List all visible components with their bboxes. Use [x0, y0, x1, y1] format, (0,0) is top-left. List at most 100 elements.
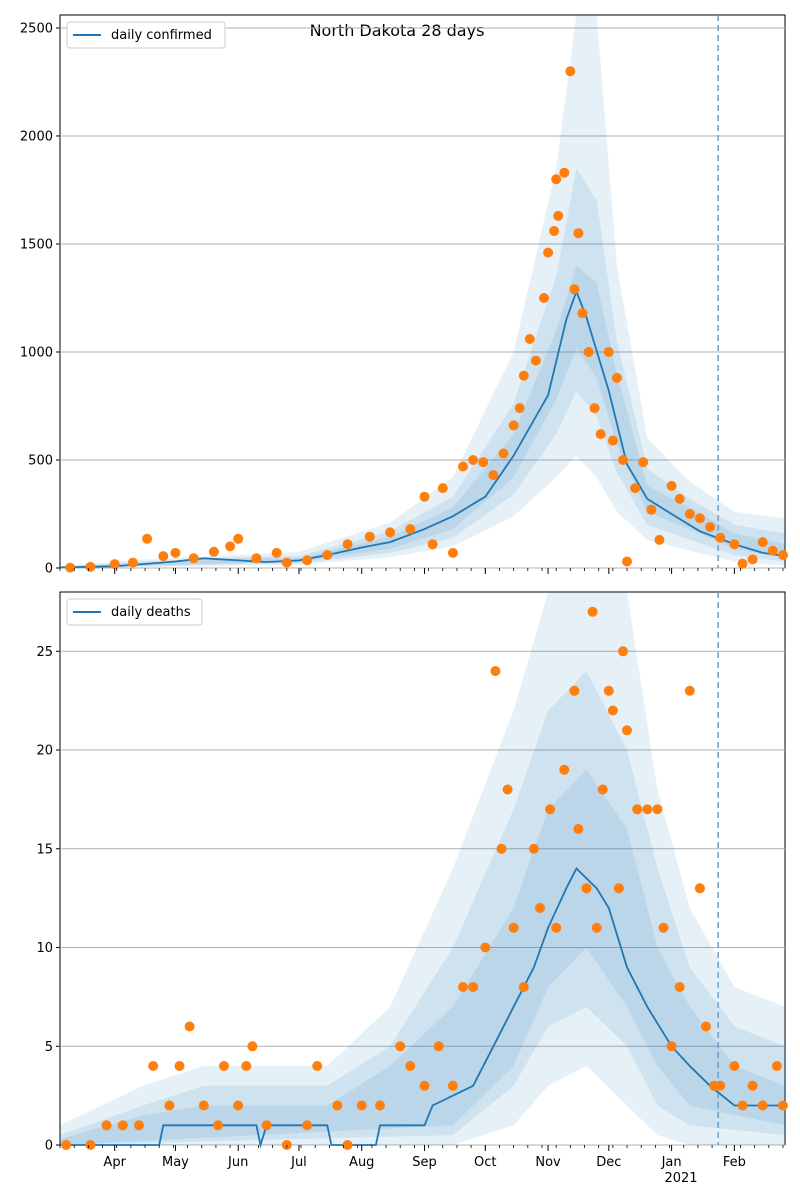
data-point: [488, 470, 499, 481]
data-point: [502, 784, 513, 795]
data-point: [530, 355, 541, 366]
chart-title: North Dakota 28 days: [310, 21, 485, 40]
data-point: [573, 228, 584, 239]
data-point: [514, 403, 525, 414]
deaths-line: [60, 867, 785, 1149]
y-tick-label: 15: [36, 842, 53, 857]
confidence-band: [60, 592, 785, 1145]
confirmed-legend: daily confirmed: [66, 21, 226, 49]
deaths-legend-box: [66, 598, 203, 626]
y-tick-label: 0: [45, 1139, 53, 1154]
year-sublabel: 2021: [664, 1171, 697, 1186]
data-point: [528, 843, 539, 854]
data-point: [658, 922, 669, 933]
data-point: [539, 293, 549, 303]
data-point: [134, 1120, 144, 1131]
data-point: [458, 982, 468, 992]
data-point: [508, 420, 519, 431]
data-point: [595, 429, 606, 440]
data-point: [577, 308, 588, 319]
data-point: [322, 550, 333, 560]
y-tick-label: 0: [45, 562, 53, 577]
confirmed-panel: 0 500 1000 1500 2000 2500 daily confirmed: [20, 14, 788, 577]
data-point: [543, 247, 554, 258]
data-point: [767, 545, 778, 556]
data-point: [646, 504, 657, 515]
data-point: [261, 1120, 272, 1131]
data-point: [638, 457, 649, 468]
confidence-band: [60, 168, 785, 568]
data-point: [164, 1100, 175, 1111]
data-point: [447, 547, 458, 558]
y-tick-label: 2000: [20, 129, 53, 144]
data-point: [496, 843, 507, 854]
data-point: [65, 562, 76, 573]
x-tick-label: Oct: [474, 1155, 496, 1170]
data-point: [148, 1061, 159, 1071]
deaths-points: [61, 606, 788, 1150]
x-tick-label: Dec: [596, 1155, 621, 1170]
data-point: [705, 522, 716, 532]
data-point: [778, 1100, 788, 1111]
data-point: [553, 210, 564, 221]
data-point: [405, 1061, 416, 1071]
data-point: [549, 226, 560, 236]
data-point: [364, 531, 375, 542]
data-point: [419, 491, 430, 502]
data-point: [611, 372, 622, 383]
data-point: [694, 883, 705, 894]
data-point: [715, 1080, 726, 1091]
data-point: [654, 534, 665, 545]
data-point: [395, 1041, 406, 1052]
deaths-grid: [60, 650, 785, 1146]
data-point: [302, 555, 313, 566]
data-point: [757, 537, 768, 548]
data-point: [603, 347, 614, 357]
data-point: [508, 922, 519, 933]
data-point: [559, 764, 570, 775]
data-point: [778, 550, 788, 560]
data-point: [603, 685, 614, 696]
x-tick-label: Feb: [723, 1155, 746, 1170]
data-point: [427, 539, 438, 550]
data-point: [715, 532, 726, 543]
data-point: [607, 705, 618, 716]
data-point: [737, 1100, 748, 1111]
confidence-band: [60, 769, 785, 1145]
data-point: [652, 804, 663, 815]
data-point: [158, 551, 169, 562]
deaths-legend: daily deaths: [66, 598, 203, 626]
confirmed-x-ticks: [59, 568, 784, 574]
data-point: [535, 903, 545, 913]
data-point: [583, 347, 594, 357]
data-point: [618, 455, 628, 465]
data-point: [312, 1061, 323, 1071]
data-point: [573, 824, 584, 834]
data-point: [666, 1041, 677, 1052]
series-line: [59, 288, 786, 569]
data-point: [737, 558, 748, 569]
data-point: [747, 1080, 758, 1091]
data-point: [591, 922, 602, 933]
data-point: [170, 547, 181, 558]
data-point: [85, 561, 96, 572]
data-point: [771, 1061, 782, 1071]
data-point: [684, 685, 695, 696]
data-point: [642, 804, 653, 815]
data-point: [251, 553, 262, 564]
data-point: [61, 1140, 72, 1150]
data-point: [490, 666, 501, 676]
y-tick-label: 25: [36, 645, 53, 660]
data-point: [117, 1120, 128, 1131]
data-point: [684, 509, 695, 519]
y-tick-label: 1000: [20, 345, 53, 360]
data-point: [622, 556, 632, 567]
data-point: [302, 1120, 313, 1131]
data-point: [729, 1061, 740, 1071]
data-point: [524, 334, 535, 344]
confidence-band: [60, 265, 785, 568]
data-point: [498, 448, 509, 459]
data-point: [597, 784, 608, 795]
data-point: [188, 553, 199, 564]
confirmed-legend-box: [66, 21, 226, 49]
